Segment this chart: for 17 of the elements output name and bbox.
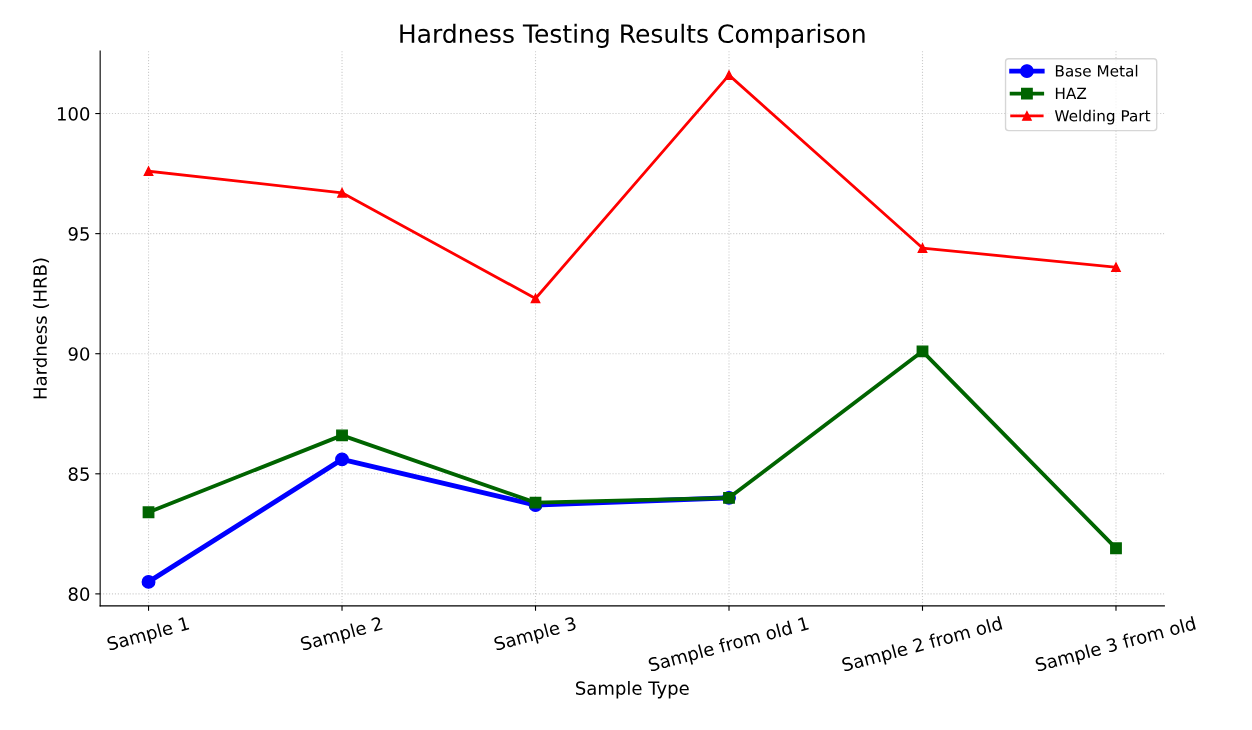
y-tick-label: 80 <box>68 587 90 602</box>
y-tick-label: 90 <box>68 347 90 361</box>
legend-label: Welding Part <box>1054 109 1151 125</box>
legend-label: Base Metal <box>1055 64 1138 77</box>
x-tick-label: Sample 3 from old <box>1034 616 1197 676</box>
y-tick-label: 100 <box>57 107 90 121</box>
y-axis-title: Hardness (HRB) <box>32 258 50 399</box>
y-tick-label: 95 <box>68 227 89 241</box>
chart-title: Hardness Testing Results Comparison <box>400 23 865 48</box>
x-tick-label: Sample 2 from old <box>841 616 1004 676</box>
x-axis-title: Sample Type <box>576 681 689 699</box>
y-tick-label: 85 <box>68 467 89 481</box>
legend-label: HAZ <box>1055 87 1087 99</box>
x-tick-label: Sample from old 1 <box>647 616 810 676</box>
x-tick-label: Sample 2 <box>299 616 384 655</box>
x-tick-label: Sample 1 <box>106 616 191 655</box>
x-tick-label: Sample 3 <box>493 616 578 655</box>
